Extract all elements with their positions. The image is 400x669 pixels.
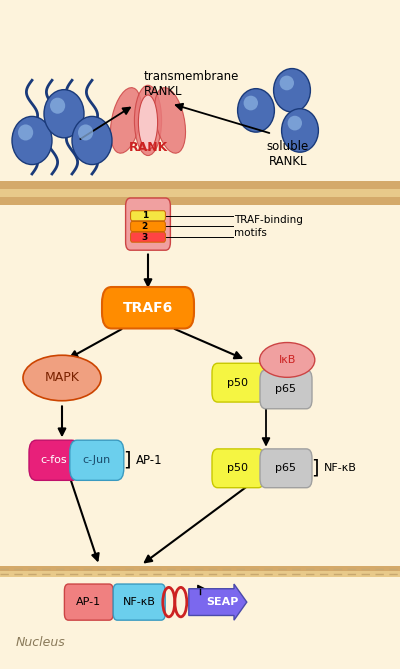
Ellipse shape	[12, 116, 52, 165]
Text: p65: p65	[276, 464, 296, 473]
Text: IκB: IκB	[278, 355, 296, 365]
Ellipse shape	[134, 86, 162, 156]
Text: TRAF-binding
motifs: TRAF-binding motifs	[234, 215, 303, 237]
FancyBboxPatch shape	[29, 440, 79, 480]
FancyBboxPatch shape	[64, 584, 113, 620]
Text: c-Jun: c-Jun	[83, 456, 111, 465]
FancyBboxPatch shape	[212, 363, 264, 402]
Ellipse shape	[72, 116, 112, 165]
Ellipse shape	[274, 69, 310, 112]
Ellipse shape	[50, 98, 65, 114]
FancyBboxPatch shape	[70, 440, 124, 480]
Ellipse shape	[44, 90, 84, 138]
Ellipse shape	[282, 109, 318, 152]
FancyBboxPatch shape	[212, 449, 264, 488]
Text: AP-1: AP-1	[76, 597, 101, 607]
Text: ]: ]	[123, 451, 131, 470]
FancyBboxPatch shape	[113, 584, 165, 620]
Text: p50: p50	[228, 464, 248, 473]
Ellipse shape	[110, 88, 142, 153]
FancyBboxPatch shape	[126, 198, 170, 250]
Text: 3: 3	[142, 233, 148, 242]
Text: p50: p50	[228, 378, 248, 387]
Ellipse shape	[154, 88, 186, 153]
Text: soluble
RANKL: soluble RANKL	[267, 140, 309, 168]
Ellipse shape	[280, 76, 294, 90]
FancyBboxPatch shape	[130, 211, 166, 221]
Ellipse shape	[18, 124, 33, 140]
Text: c-fos: c-fos	[41, 456, 67, 465]
Text: NF-κB: NF-κB	[324, 464, 357, 473]
Bar	[0, 566, 400, 571]
Ellipse shape	[78, 124, 93, 140]
Bar	[0, 189, 400, 197]
FancyBboxPatch shape	[130, 232, 166, 242]
Text: ]: ]	[311, 459, 319, 478]
Ellipse shape	[244, 96, 258, 110]
Bar	[0, 197, 400, 205]
FancyBboxPatch shape	[260, 370, 312, 409]
Ellipse shape	[288, 116, 302, 130]
FancyArrow shape	[189, 584, 247, 620]
FancyBboxPatch shape	[102, 287, 194, 328]
Text: AP-1: AP-1	[136, 454, 163, 467]
Text: MAPK: MAPK	[44, 371, 80, 385]
Text: SEAP: SEAP	[206, 597, 238, 607]
Bar	[0, 571, 400, 577]
Text: TRAF6: TRAF6	[123, 301, 173, 314]
Text: transmembrane
RANKL: transmembrane RANKL	[144, 70, 239, 98]
Text: 1: 1	[142, 211, 148, 220]
Bar	[0, 181, 400, 189]
Text: NF-κB: NF-κB	[123, 597, 156, 607]
Text: RANK: RANK	[128, 140, 168, 154]
Text: p65: p65	[276, 385, 296, 394]
Text: 2: 2	[142, 222, 148, 231]
FancyBboxPatch shape	[130, 221, 166, 231]
Ellipse shape	[260, 343, 315, 377]
Ellipse shape	[138, 95, 158, 150]
Ellipse shape	[238, 89, 274, 132]
Ellipse shape	[23, 355, 101, 401]
FancyBboxPatch shape	[260, 449, 312, 488]
Text: Nucleus: Nucleus	[16, 636, 66, 649]
